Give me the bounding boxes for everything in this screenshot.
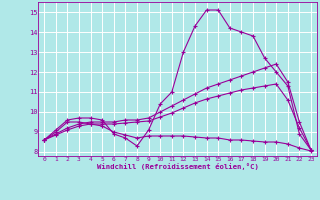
X-axis label: Windchill (Refroidissement éolien,°C): Windchill (Refroidissement éolien,°C)	[97, 163, 259, 170]
